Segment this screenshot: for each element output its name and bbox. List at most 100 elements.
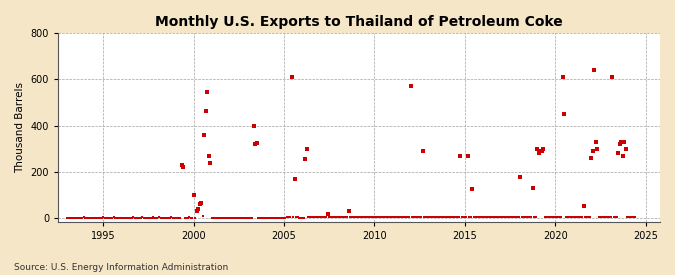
Point xyxy=(516,215,527,219)
Point xyxy=(467,187,478,191)
Point xyxy=(120,216,131,221)
Point xyxy=(450,215,461,219)
Point xyxy=(161,216,172,221)
Point xyxy=(460,215,470,219)
Point xyxy=(601,215,612,219)
Point xyxy=(119,216,130,221)
Point xyxy=(569,215,580,219)
Point xyxy=(559,112,570,116)
Point xyxy=(211,216,221,221)
Point xyxy=(541,215,551,219)
Point xyxy=(72,216,83,221)
Point xyxy=(300,157,310,161)
Point xyxy=(76,216,86,221)
Point xyxy=(107,216,117,221)
Title: Monthly U.S. Exports to Thailand of Petroleum Coke: Monthly U.S. Exports to Thailand of Petr… xyxy=(155,15,563,29)
Point xyxy=(616,140,627,144)
Point xyxy=(125,216,136,221)
Point xyxy=(219,216,230,221)
Point xyxy=(271,216,282,221)
Point xyxy=(352,215,363,219)
Point xyxy=(176,163,187,167)
Point xyxy=(499,215,510,219)
Point xyxy=(113,216,124,221)
Point xyxy=(356,215,367,219)
Point xyxy=(566,215,577,219)
Point xyxy=(401,215,412,219)
Point xyxy=(188,193,199,197)
Point xyxy=(151,216,161,221)
Point xyxy=(339,215,350,219)
Point xyxy=(396,215,407,219)
Point xyxy=(98,215,109,219)
Point xyxy=(143,216,154,221)
Point xyxy=(626,215,637,219)
Point xyxy=(416,215,427,219)
Point xyxy=(408,215,419,219)
Point xyxy=(599,215,610,219)
Point xyxy=(248,123,259,128)
Point xyxy=(164,216,175,221)
Point xyxy=(375,215,386,219)
Point xyxy=(209,216,220,221)
Point xyxy=(358,215,369,219)
Point xyxy=(283,215,294,219)
Point xyxy=(372,215,383,219)
Point xyxy=(535,149,545,153)
Point xyxy=(598,215,609,219)
Point xyxy=(253,216,264,221)
Point xyxy=(577,215,588,219)
Point xyxy=(630,215,641,219)
Point xyxy=(485,215,496,219)
Point xyxy=(103,216,113,221)
Point xyxy=(136,216,146,221)
Point xyxy=(128,215,139,219)
Point xyxy=(440,215,451,219)
Point xyxy=(417,149,428,153)
Point xyxy=(194,202,205,207)
Point xyxy=(327,215,338,219)
Point xyxy=(242,216,253,221)
Point xyxy=(95,216,105,221)
Point xyxy=(477,215,488,219)
Point xyxy=(104,216,115,221)
Point xyxy=(410,215,421,219)
Point xyxy=(324,215,335,219)
Point xyxy=(244,216,254,221)
Point xyxy=(307,215,318,219)
Point xyxy=(77,216,88,221)
Point xyxy=(259,216,270,221)
Point xyxy=(562,215,572,219)
Point xyxy=(491,215,502,219)
Point xyxy=(63,216,74,221)
Point xyxy=(620,147,631,151)
Point xyxy=(544,215,555,219)
Point xyxy=(338,215,348,219)
Point xyxy=(538,147,549,151)
Point xyxy=(285,215,296,219)
Point xyxy=(448,215,458,219)
Point xyxy=(181,216,192,221)
Point xyxy=(149,216,160,221)
Point xyxy=(548,215,559,219)
Point xyxy=(512,215,523,219)
Point xyxy=(171,216,182,221)
Point xyxy=(333,215,344,219)
Point xyxy=(414,215,425,219)
Point xyxy=(131,216,142,221)
Point xyxy=(306,215,317,219)
Point xyxy=(461,215,472,219)
Point xyxy=(265,216,276,221)
Point xyxy=(580,215,591,219)
Point xyxy=(144,216,155,221)
Point xyxy=(568,215,578,219)
Point xyxy=(377,215,387,219)
Point xyxy=(78,215,89,219)
Point xyxy=(137,215,148,219)
Point xyxy=(130,216,140,221)
Point xyxy=(101,216,112,221)
Point xyxy=(257,216,268,221)
Point xyxy=(185,216,196,221)
Point xyxy=(574,215,585,219)
Point xyxy=(591,140,601,144)
